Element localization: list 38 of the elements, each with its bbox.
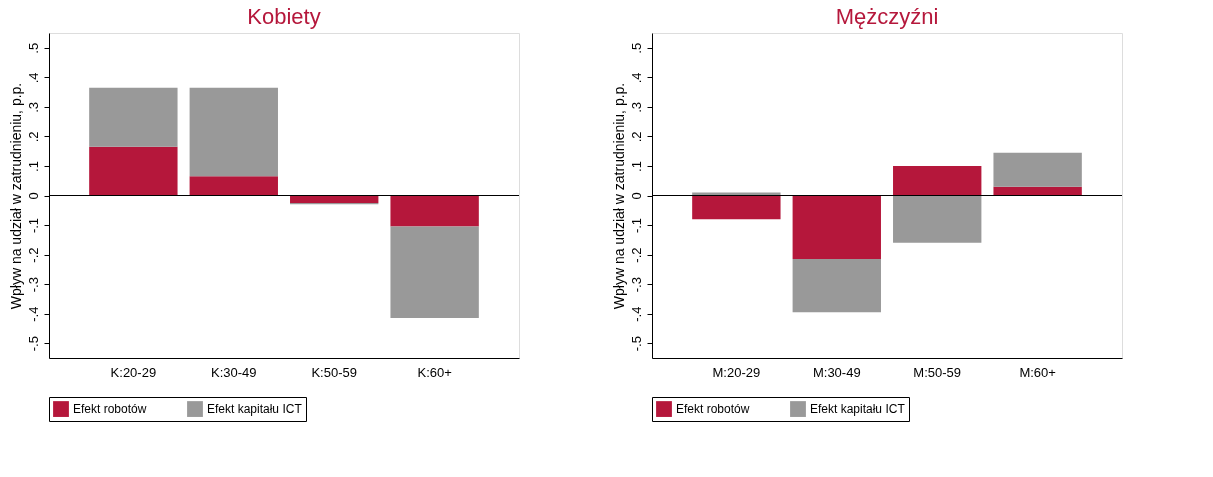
x-tick-label: M:60+ <box>1019 364 1056 380</box>
y-tick-label: .4 <box>628 72 644 84</box>
legend-label: Efekt robotów <box>676 402 750 417</box>
x-tick-label: K:30-49 <box>211 364 257 380</box>
x-tick-label: K:50-59 <box>311 364 357 380</box>
chart-title: Mężczyźni <box>835 4 939 29</box>
x-tick-label: K:20-29 <box>110 364 157 380</box>
y-tick-label: -.2 <box>25 247 41 263</box>
y-tick-label: 0 <box>25 192 41 200</box>
y-tick-label: .2 <box>25 131 41 143</box>
y-tick-label: .5 <box>628 42 644 54</box>
y-axis-title: Wpływ na udział w zatrudnieniu, p.p. <box>7 82 24 310</box>
y-tick-label: -.4 <box>628 306 644 322</box>
x-tick-label: M:30-49 <box>812 364 861 380</box>
legend-label: Efekt kapitału ICT <box>810 402 906 417</box>
y-tick-label: .1 <box>628 161 644 172</box>
y-tick-label: .4 <box>25 72 41 84</box>
y-tick-label: -.3 <box>25 277 41 293</box>
chart-title: Kobiety <box>247 4 321 29</box>
y-tick-label: 0 <box>628 192 644 200</box>
y-tick-label: .2 <box>628 131 644 143</box>
y-tick-label: -.1 <box>25 217 41 234</box>
y-tick-label: .3 <box>628 101 644 113</box>
y-tick-label: -.4 <box>25 306 41 322</box>
y-tick-label: .3 <box>25 101 41 113</box>
legend-label: Efekt robotów <box>73 402 147 417</box>
y-tick-label: .5 <box>25 42 41 54</box>
x-tick-label: K:60+ <box>417 364 452 380</box>
y-tick-label: -.2 <box>628 247 644 263</box>
y-axis-title: Wpływ na udział w zatrudnieniu, p.p. <box>610 82 627 310</box>
x-tick-label: M:20-29 <box>712 364 761 380</box>
y-tick-label: -.1 <box>628 217 644 234</box>
x-tick-label: M:50-59 <box>913 364 962 380</box>
y-tick-label: -.5 <box>25 336 41 352</box>
legend-label: Efekt kapitału ICT <box>207 402 303 417</box>
y-tick-label: .1 <box>25 161 41 172</box>
y-tick-label: -.3 <box>628 277 644 293</box>
y-tick-label: -.5 <box>628 336 644 352</box>
